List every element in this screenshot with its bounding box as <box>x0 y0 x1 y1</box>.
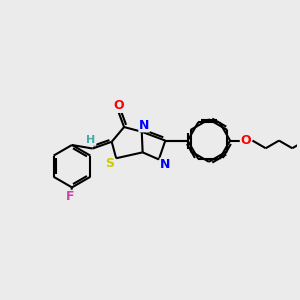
Text: O: O <box>240 134 251 147</box>
Text: S: S <box>105 157 114 170</box>
Text: N: N <box>160 158 170 171</box>
Text: H: H <box>86 135 96 145</box>
Text: O: O <box>113 99 124 112</box>
Text: N: N <box>139 119 149 132</box>
Text: F: F <box>66 190 75 203</box>
